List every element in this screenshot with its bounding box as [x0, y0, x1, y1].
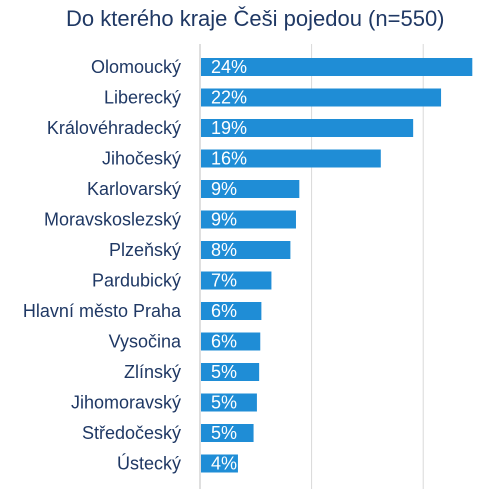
bar [201, 210, 296, 229]
data-label: 9% [211, 210, 237, 230]
data-label: 8% [211, 240, 237, 260]
bar [201, 424, 254, 442]
data-labels: 24% 22% 19% 16% 9% 9% 8% 7% 6% 6% 5% 5% 5% 4% [211, 57, 247, 474]
category-label: Moravskoslezský [44, 210, 181, 230]
data-label: 5% [211, 393, 237, 413]
data-label: 5% [211, 362, 237, 382]
data-label: 22% [211, 88, 247, 108]
data-label: 5% [211, 423, 237, 443]
data-label: 7% [211, 271, 237, 291]
gridlines [199, 44, 424, 489]
category-label: Pardubický [92, 271, 181, 291]
category-label: Karlovarský [87, 179, 181, 199]
bar [201, 119, 414, 137]
bar [201, 180, 300, 198]
bar [201, 363, 260, 381]
bar [201, 302, 262, 320]
bar [201, 241, 291, 259]
data-label: 4% [211, 454, 237, 474]
bar [201, 393, 257, 412]
data-label: 9% [211, 179, 237, 199]
category-label: Ústecký [117, 453, 181, 474]
category-label: Jihomoravský [71, 393, 181, 413]
bar [201, 58, 473, 76]
category-labels: Olomoucký Liberecký Královéhradecký Jihočes… [23, 57, 182, 474]
data-label: 16% [211, 149, 247, 169]
bar [201, 454, 238, 473]
category-label: Plzeňský [109, 240, 181, 260]
category-label: Královéhradecký [47, 118, 181, 138]
chart-title: Do kterého kraje Češi pojedou (n=550) [66, 6, 445, 31]
category-label: Vysočina [109, 332, 182, 352]
bar [201, 88, 442, 107]
category-label: Jihočeský [102, 149, 181, 169]
data-label: 6% [211, 301, 237, 321]
bar [201, 271, 272, 290]
bar [201, 332, 261, 351]
category-label: Liberecký [104, 88, 181, 108]
data-label: 24% [211, 57, 247, 77]
bars [201, 58, 473, 473]
category-label: Středočeský [82, 423, 181, 443]
category-label: Hlavní město Praha [23, 301, 182, 321]
data-label: 19% [211, 118, 247, 138]
bar [201, 149, 381, 168]
category-label: Zlínský [124, 362, 181, 382]
category-label: Olomoucký [91, 57, 181, 77]
data-label: 6% [211, 332, 237, 352]
